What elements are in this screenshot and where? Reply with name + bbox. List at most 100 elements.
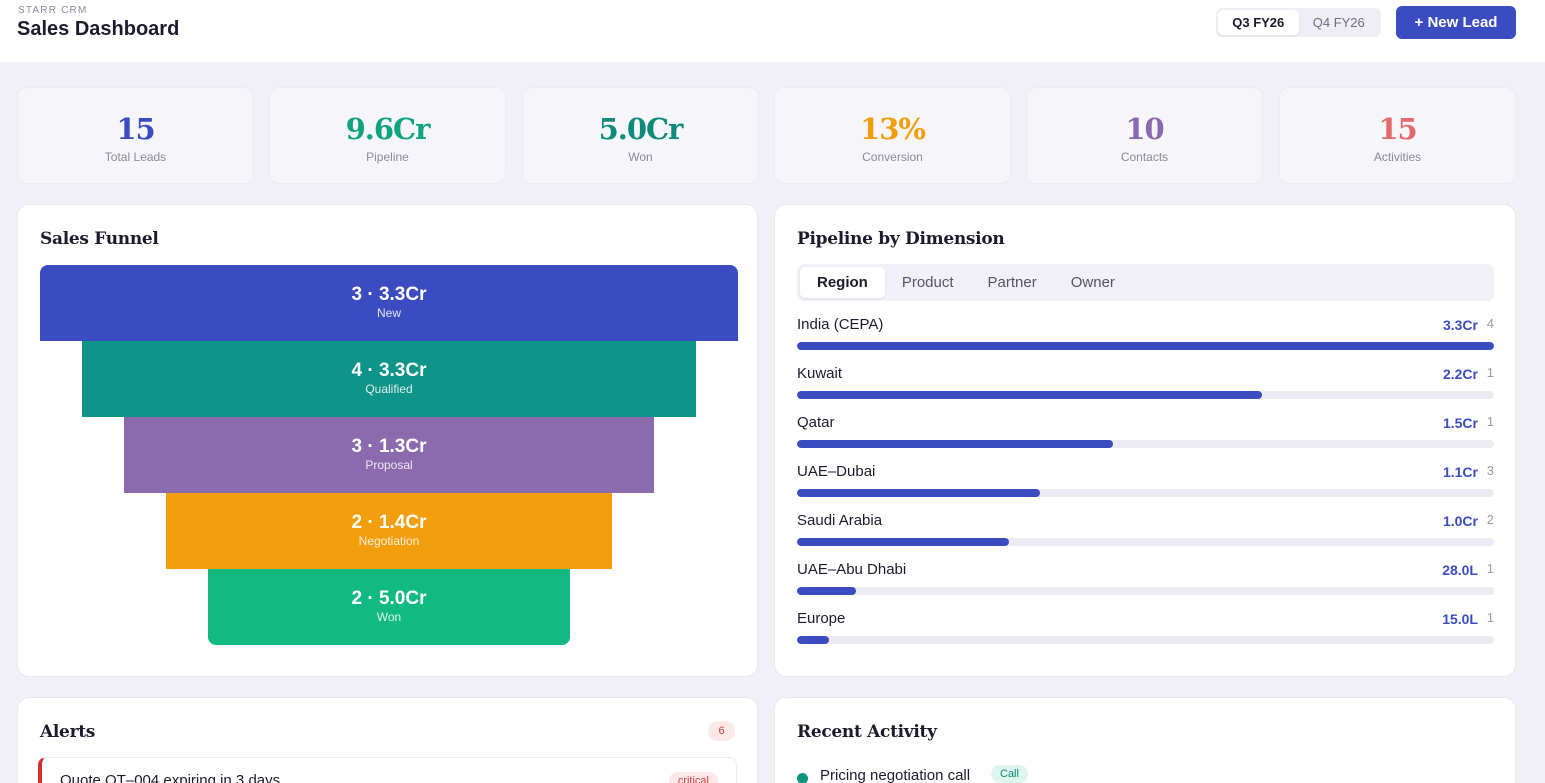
dimension-bar-fill: [797, 636, 830, 644]
dimension-bar-track: [797, 587, 1494, 595]
top-bar: STARR CRM Sales Dashboard Q3 FY26 Q4 FY2…: [0, 0, 1545, 62]
dimension-amount: 15.0L: [1442, 611, 1478, 627]
dimension-name: Europe: [797, 610, 846, 627]
dimension-bar-track: [797, 538, 1494, 546]
dimension-name: Kuwait: [797, 365, 843, 382]
kpi-value: 13%: [860, 112, 926, 146]
kpi-label: Pipeline: [366, 150, 409, 164]
sales-funnel-panel: Sales Funnel 3 · 3.3Cr New 4 · 3.3Cr Qua…: [17, 204, 758, 677]
dimension-count: 1: [1486, 365, 1494, 380]
funnel-stage-value: 2 · 1.4Cr: [351, 512, 427, 533]
dimension-bar-fill: [797, 587, 857, 595]
tab-product[interactable]: Product: [901, 274, 954, 291]
new-lead-button[interactable]: + New Lead: [1396, 6, 1516, 39]
dimension-count: 1: [1486, 561, 1494, 576]
kpi-value: 15: [116, 112, 155, 146]
funnel-stage-value: 3 · 3.3Cr: [351, 284, 427, 305]
activity-dot-icon: [797, 773, 808, 783]
funnel-stage-value: 4 · 3.3Cr: [351, 360, 427, 381]
dimension-name: Qatar: [797, 414, 835, 431]
period-toggle: Q3 FY26 Q4 FY26: [1216, 8, 1381, 37]
funnel-stage-label: Won: [376, 610, 402, 624]
dimension-count: 4: [1486, 316, 1494, 331]
alerts-panel: Alerts 6 Quote QT–004 expiring in 3 days…: [17, 697, 758, 783]
alert-text: Quote QT–004 expiring in 3 days: [60, 772, 281, 783]
dimension-name: India (CEPA): [797, 316, 884, 333]
dimension-amount: 1.1Cr: [1442, 464, 1478, 480]
dimension-name: UAE–Dubai: [797, 463, 876, 480]
funnel-stage-label: Proposal: [365, 458, 413, 472]
funnel-stage-value: 2 · 5.0Cr: [351, 588, 427, 609]
dimension-amount: 1.5Cr: [1442, 415, 1478, 431]
kpi-won: 5.0Cr Won: [522, 87, 759, 184]
kpi-value: 9.6Cr: [345, 112, 431, 146]
kpi-value: 5.0Cr: [598, 112, 684, 146]
dimension-bar-fill: [797, 391, 1262, 399]
tab-partner[interactable]: Partner: [987, 274, 1037, 291]
brand-name: STARR CRM: [18, 5, 88, 16]
activity-type-badge: Call: [991, 765, 1028, 783]
dimension-row[interactable]: Europe 15.0L 1: [797, 610, 1494, 655]
dimension-count: 3: [1486, 463, 1494, 478]
recent-activity-title: Recent Activity: [797, 722, 937, 742]
period-q4-fy26-button[interactable]: Q4 FY26: [1312, 15, 1365, 30]
alert-item[interactable]: Quote QT–004 expiring in 3 days critical: [38, 757, 737, 783]
dimension-row[interactable]: Qatar 1.5Cr 1: [797, 414, 1494, 459]
funnel-stage-negotiation[interactable]: 2 · 1.4Cr Negotiation: [166, 493, 612, 569]
dimension-name: UAE–Abu Dhabi: [797, 561, 907, 578]
dimension-count: 2: [1486, 512, 1494, 527]
funnel-stage-label: Qualified: [365, 382, 413, 396]
dimension-row[interactable]: Saudi Arabia 1.0Cr 2: [797, 512, 1494, 557]
funnel-stage-proposal[interactable]: 3 · 1.3Cr Proposal: [124, 417, 654, 493]
funnel-stage-qualified[interactable]: 4 · 3.3Cr Qualified: [82, 341, 696, 417]
dimension-bar-track: [797, 636, 1494, 644]
tab-owner[interactable]: Owner: [1070, 274, 1115, 291]
alerts-count-badge: 6: [708, 721, 735, 741]
kpi-label: Activities: [1373, 150, 1422, 164]
dimension-bar-fill: [797, 538, 1009, 546]
dimension-amount: 1.0Cr: [1442, 513, 1478, 529]
kpi-conversion: 13% Conversion: [774, 87, 1011, 184]
dimension-bar-fill: [797, 440, 1114, 448]
dimension-amount: 3.3Cr: [1442, 317, 1478, 333]
dimension-bar-track: [797, 342, 1494, 350]
pipeline-dimension-title: Pipeline by Dimension: [797, 229, 1005, 249]
kpi-label: Won: [628, 150, 653, 164]
period-q3-fy26-button[interactable]: Q3 FY26: [1218, 10, 1299, 35]
kpi-label: Total Leads: [104, 150, 167, 164]
dimension-row[interactable]: UAE–Abu Dhabi 28.0L 1: [797, 561, 1494, 606]
kpi-contacts: 10 Contacts: [1026, 87, 1263, 184]
tab-region[interactable]: Region: [800, 267, 885, 298]
kpi-value: 15: [1378, 112, 1417, 146]
funnel-stage-new[interactable]: 3 · 3.3Cr New: [40, 265, 738, 341]
kpi-activities: 15 Activities: [1279, 87, 1516, 184]
funnel-stage-won[interactable]: 2 · 5.0Cr Won: [208, 569, 570, 645]
pipeline-dimension-panel: Pipeline by Dimension Region Product Par…: [774, 204, 1516, 677]
kpi-value: 10: [1125, 112, 1164, 146]
kpi-pipeline: 9.6Cr Pipeline: [269, 87, 506, 184]
kpi-total-leads: 15 Total Leads: [17, 87, 254, 184]
kpi-label: Conversion: [862, 150, 923, 164]
sales-funnel-title: Sales Funnel: [40, 229, 159, 249]
dimension-count: 1: [1486, 414, 1494, 429]
funnel-stage-value: 3 · 1.3Cr: [351, 436, 427, 457]
activity-title[interactable]: Pricing negotiation call: [820, 767, 971, 783]
dimension-bar-fill: [797, 489, 1040, 497]
dimension-name: Saudi Arabia: [797, 512, 883, 529]
recent-activity-panel: Recent Activity Pricing negotiation call…: [774, 697, 1516, 783]
funnel-stage-label: New: [376, 306, 401, 320]
dimension-row[interactable]: Kuwait 2.2Cr 1: [797, 365, 1494, 410]
funnel-stage-label: Negotiation: [358, 534, 420, 548]
page-title: Sales Dashboard: [17, 18, 180, 40]
alerts-title: Alerts: [40, 722, 96, 742]
dimension-bar-track: [797, 489, 1494, 497]
dimension-tabs: Region Product Partner Owner: [797, 264, 1494, 301]
dimension-bar-track: [797, 440, 1494, 448]
dimension-bar-track: [797, 391, 1494, 399]
dimension-count: 1: [1486, 610, 1494, 625]
kpi-label: Contacts: [1120, 150, 1169, 164]
dimension-row[interactable]: India (CEPA) 3.3Cr 4: [797, 316, 1494, 361]
alert-severity-badge: critical: [668, 772, 718, 783]
dimension-row[interactable]: UAE–Dubai 1.1Cr 3: [797, 463, 1494, 508]
dimension-bar-fill: [797, 342, 1494, 350]
